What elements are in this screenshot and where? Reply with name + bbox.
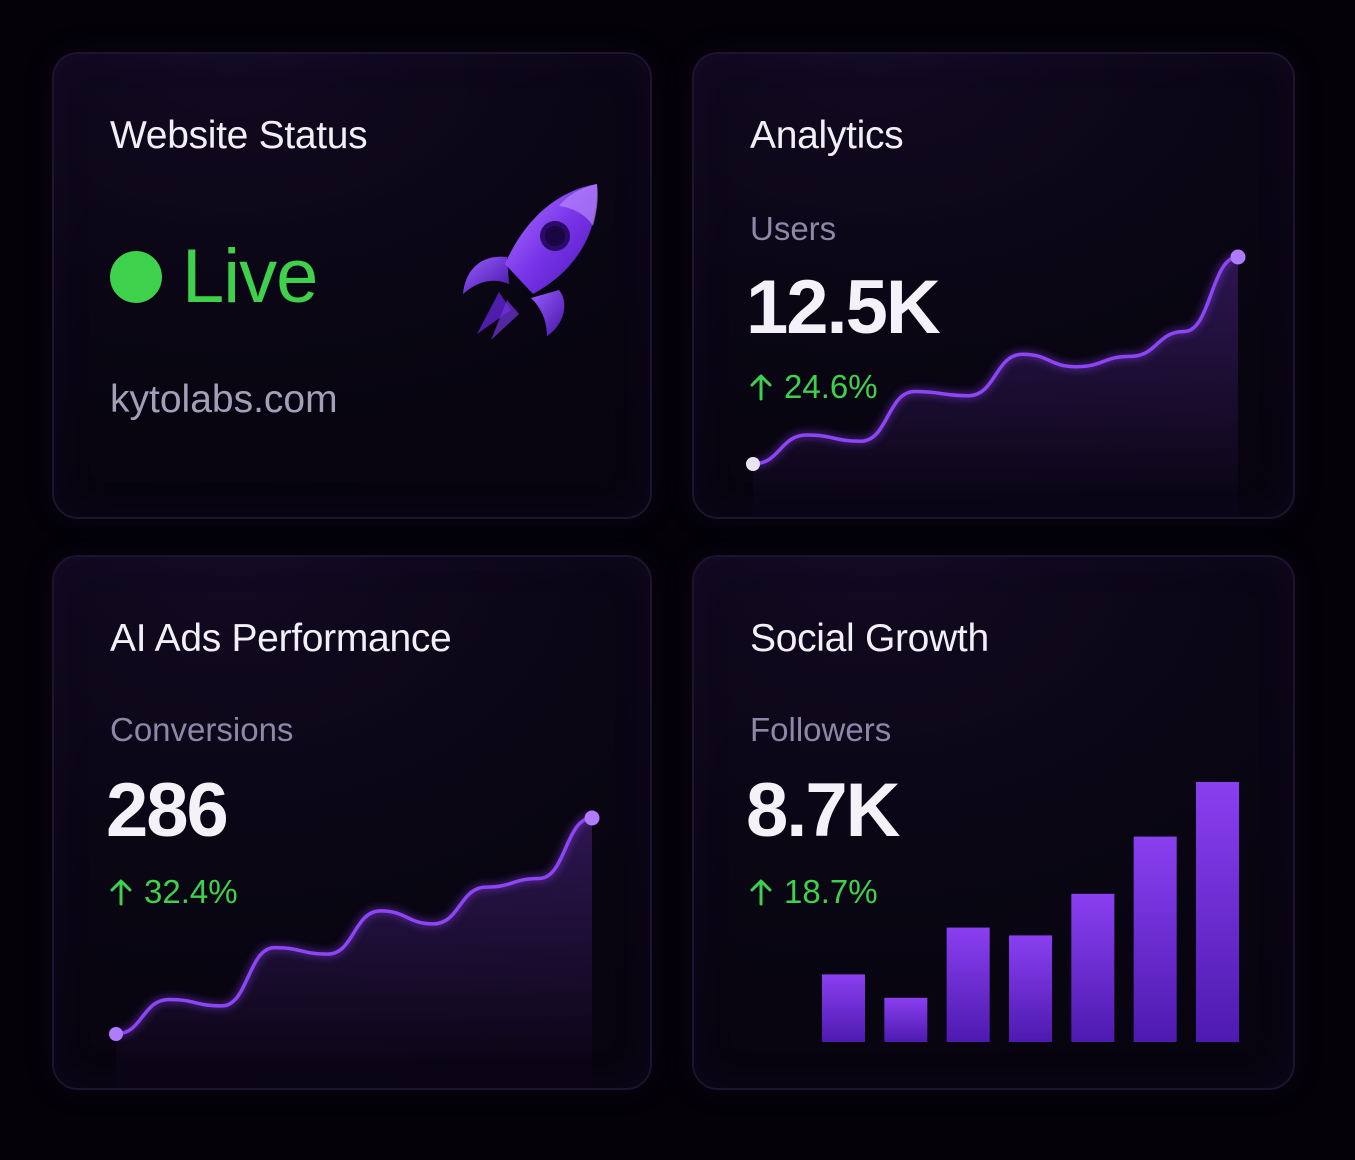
arrow-up-icon <box>110 879 132 906</box>
rocket-icon <box>463 184 598 340</box>
card-title: Website Status <box>110 114 368 157</box>
series-line <box>751 255 1240 466</box>
metric-label: Users <box>750 210 837 247</box>
followers-bar <box>1009 935 1052 1042</box>
delta-value: 32.4% <box>144 873 238 910</box>
status-indicator: Live <box>110 234 318 319</box>
metric-value: 286 <box>106 768 229 853</box>
followers-bar <box>1133 836 1177 1042</box>
metric-label: Conversions <box>110 711 294 748</box>
domain-link[interactable]: kytolabs.com <box>110 378 338 421</box>
card-title: Analytics <box>750 114 904 157</box>
social-growth-card: Social Growth Followers 8.7K 18.7% <box>692 555 1295 1090</box>
delta-indicator: 18.7% <box>750 873 878 911</box>
arrow-up-icon <box>750 879 772 906</box>
users-line-chart <box>746 249 1246 524</box>
website-status-card: Website Status Live kytolabs.com <box>52 52 652 519</box>
delta-indicator: 24.6% <box>750 368 878 406</box>
followers-bar <box>822 974 865 1042</box>
arrow-up-icon <box>750 374 772 401</box>
card-title: Social Growth <box>750 617 989 660</box>
followers-bar <box>884 997 928 1042</box>
delta-value: 18.7% <box>784 873 878 910</box>
conversions-line-chart <box>109 810 600 1094</box>
metric-label: Followers <box>750 711 892 748</box>
status-text: Live <box>182 234 318 319</box>
ads-performance-card: AI Ads Performance Conversions 286 32.4% <box>52 555 652 1094</box>
line-start-point <box>109 1027 123 1041</box>
line-end-point <box>1230 249 1246 265</box>
line-start-point <box>746 457 760 471</box>
card-title: AI Ads Performance <box>110 617 452 660</box>
status-dot <box>110 251 162 303</box>
metric-value: 8.7K <box>746 768 901 853</box>
followers-bar <box>1196 782 1239 1042</box>
followers-bar <box>946 927 990 1042</box>
series-area <box>116 818 592 1094</box>
series-area <box>753 257 1238 524</box>
followers-bar <box>1071 893 1115 1042</box>
line-end-point <box>584 810 600 826</box>
analytics-card: Analytics Users 12.5K 24.6% <box>692 52 1295 524</box>
series-line <box>114 816 594 1036</box>
followers-bar-chart <box>822 782 1239 1042</box>
delta-value: 24.6% <box>784 368 878 405</box>
delta-indicator: 32.4% <box>110 873 238 911</box>
metric-value: 12.5K <box>746 265 941 350</box>
